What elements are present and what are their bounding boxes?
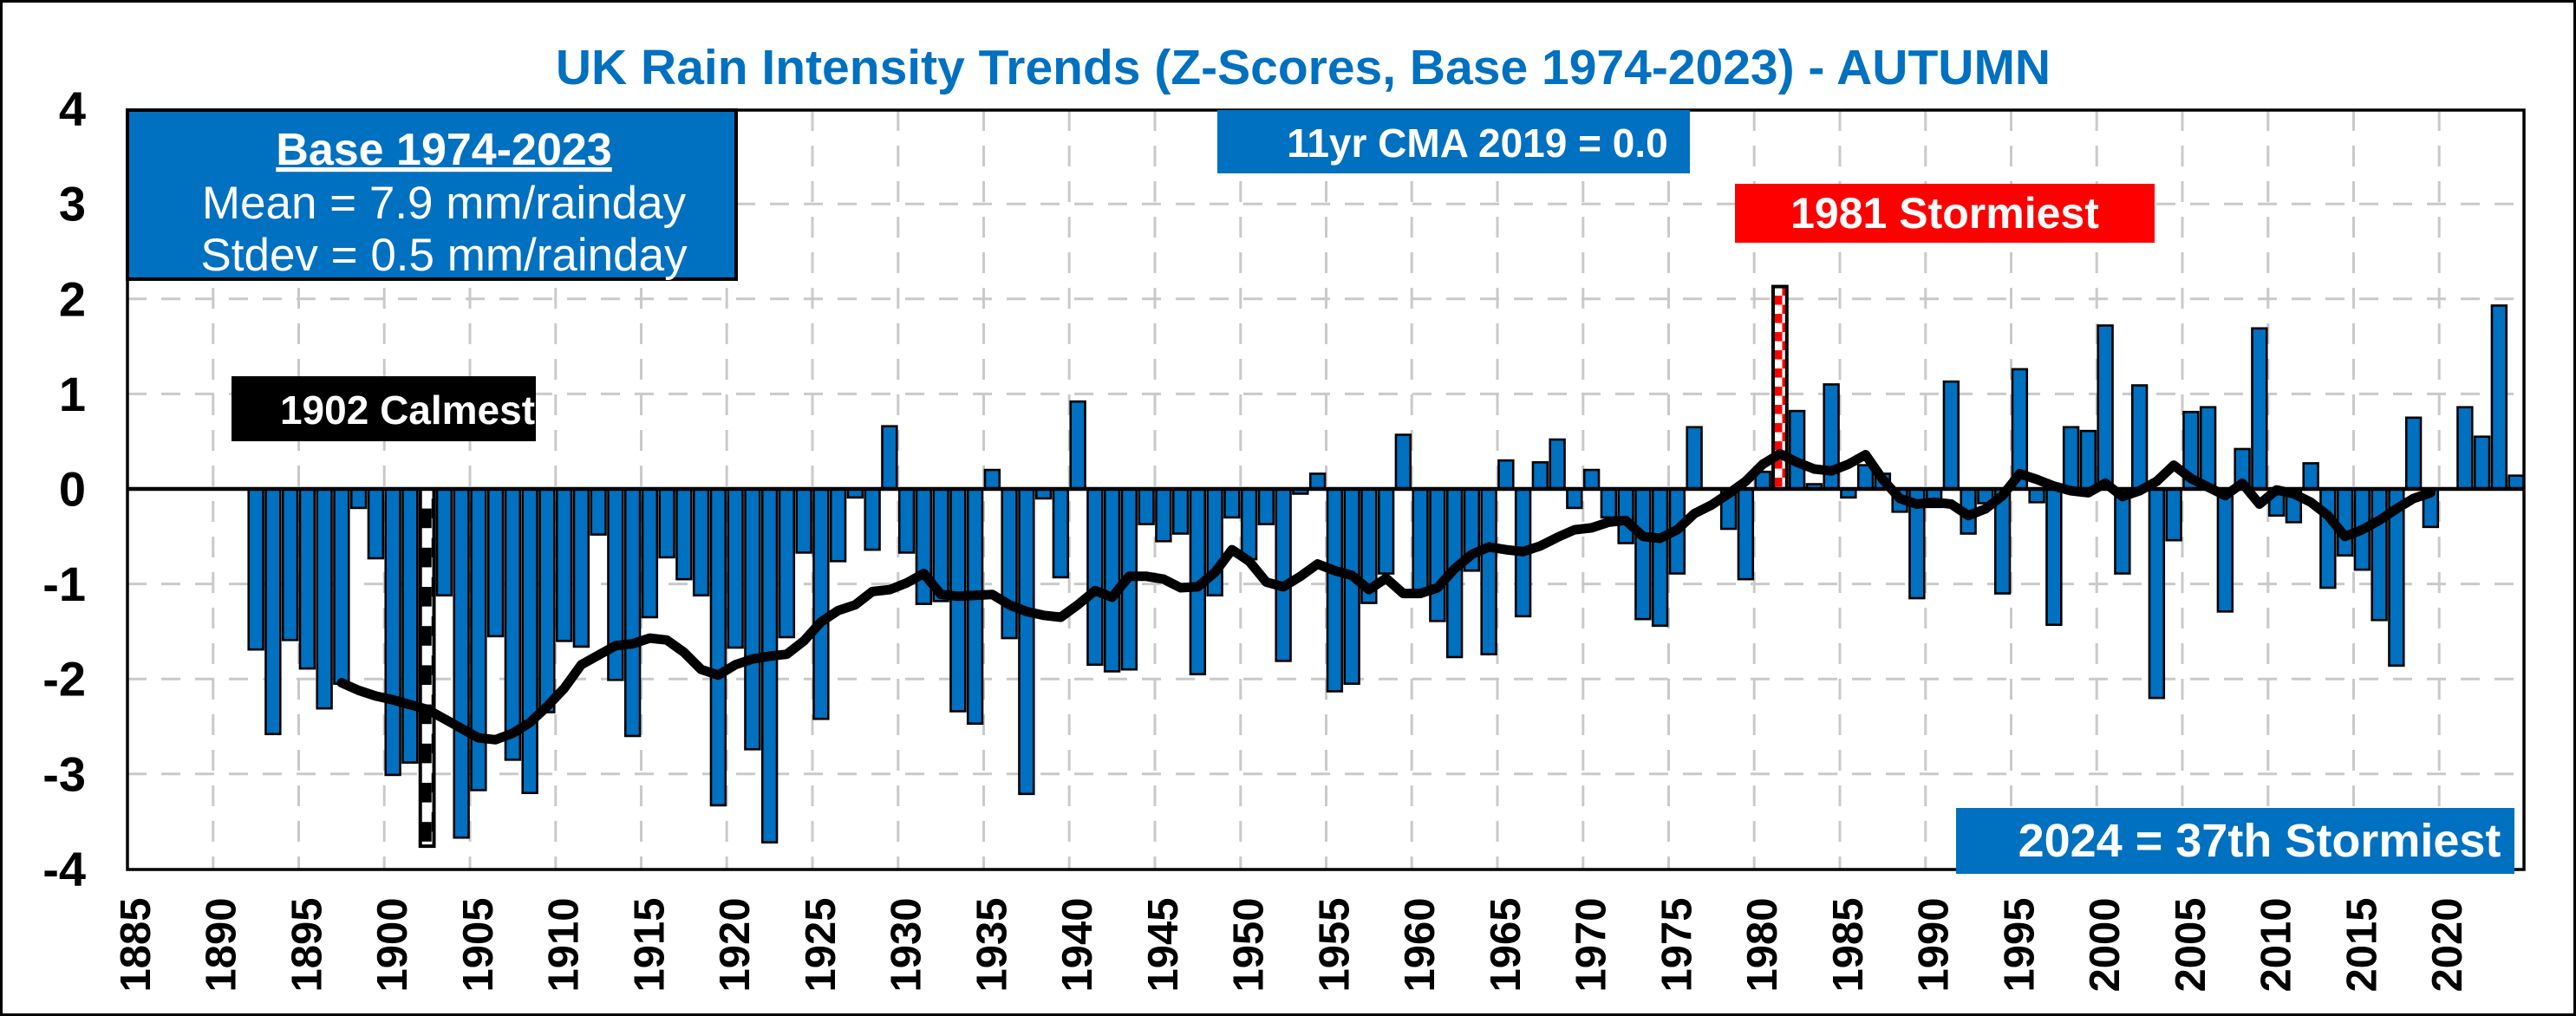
svg-text:1935: 1935 [968,897,1015,992]
svg-text:-4: -4 [42,842,86,896]
svg-text:2015: 2015 [2338,897,2385,992]
svg-text:1940: 1940 [1054,897,1101,992]
svg-text:1981 Stormiest: 1981 Stormiest [1790,189,2099,238]
svg-text:4: 4 [59,81,86,136]
svg-text:1895: 1895 [284,897,330,992]
svg-text:1965: 1965 [1483,897,1529,992]
svg-text:-2: -2 [42,652,86,707]
svg-text:1975: 1975 [1653,897,1700,992]
svg-text:Base 1974-2023: Base 1974-2023 [276,125,611,175]
svg-text:1980: 1980 [1739,897,1786,992]
svg-text:1960: 1960 [1397,897,1444,992]
svg-text:1995: 1995 [1996,897,2043,992]
svg-text:3: 3 [59,177,86,231]
svg-text:1890: 1890 [199,897,245,992]
svg-text:2010: 2010 [2253,897,2300,992]
svg-text:2020: 2020 [2424,897,2471,992]
svg-text:1950: 1950 [1226,897,1273,992]
svg-text:2005: 2005 [2168,897,2214,992]
svg-text:1970: 1970 [1568,897,1615,992]
svg-text:1955: 1955 [1311,897,1358,992]
svg-text:2024 = 37th Stormiest: 2024 = 37th Stormiest [2018,815,2501,867]
svg-text:1930: 1930 [884,897,930,992]
svg-text:0: 0 [59,462,86,517]
svg-text:Stdev = 0.5 mm/rainday: Stdev = 0.5 mm/rainday [200,230,688,281]
svg-text:1910: 1910 [541,897,588,992]
svg-text:2: 2 [59,271,86,326]
svg-text:1925: 1925 [798,897,845,992]
svg-text:1905: 1905 [455,897,502,992]
svg-text:-3: -3 [42,746,86,801]
svg-text:1900: 1900 [369,897,416,992]
svg-text:11yr CMA 2019 = 0.0: 11yr CMA 2019 = 0.0 [1287,120,1667,166]
svg-text:2000: 2000 [2082,897,2129,992]
svg-text:Mean = 7.9 mm/rainday: Mean = 7.9 mm/rainday [202,178,687,229]
svg-text:1990: 1990 [1911,897,1958,992]
svg-text:1920: 1920 [712,897,759,992]
svg-text:1: 1 [59,367,86,421]
svg-text:1945: 1945 [1140,897,1187,992]
svg-text:1985: 1985 [1825,897,1872,992]
svg-text:UK Rain Intensity Trends (Z-Sc: UK Rain Intensity Trends (Z-Scores, Base… [556,40,2051,95]
svg-text:1885: 1885 [113,897,160,992]
svg-text:1902 Calmest: 1902 Calmest [280,388,535,433]
svg-text:1915: 1915 [626,897,673,992]
svg-text:-1: -1 [42,557,86,611]
